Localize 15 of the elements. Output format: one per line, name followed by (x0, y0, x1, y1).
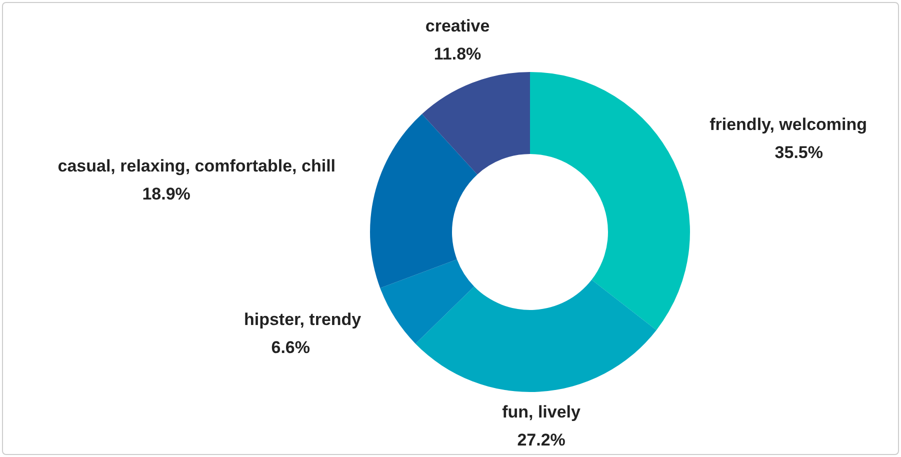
slice-label: creative (425, 16, 490, 36)
donut-slice (380, 259, 474, 344)
donut-slice (370, 114, 478, 288)
data-label: 35.5% (774, 143, 824, 162)
slice-label: fun, lively (502, 402, 582, 422)
data-label: 11.8% (434, 44, 482, 64)
slice-label: friendly, welcoming (710, 115, 868, 134)
slice-label: casual, relaxing, comfortable, chill (58, 156, 336, 176)
donut-slice (415, 280, 656, 392)
data-label: 6.6% (271, 338, 310, 358)
data-label: 27.2% (517, 430, 566, 450)
data-label: 18.9% (142, 184, 190, 204)
donut-slice (422, 72, 530, 174)
slice-label: hipster, trendy (244, 310, 362, 330)
donut-slice (530, 72, 690, 330)
